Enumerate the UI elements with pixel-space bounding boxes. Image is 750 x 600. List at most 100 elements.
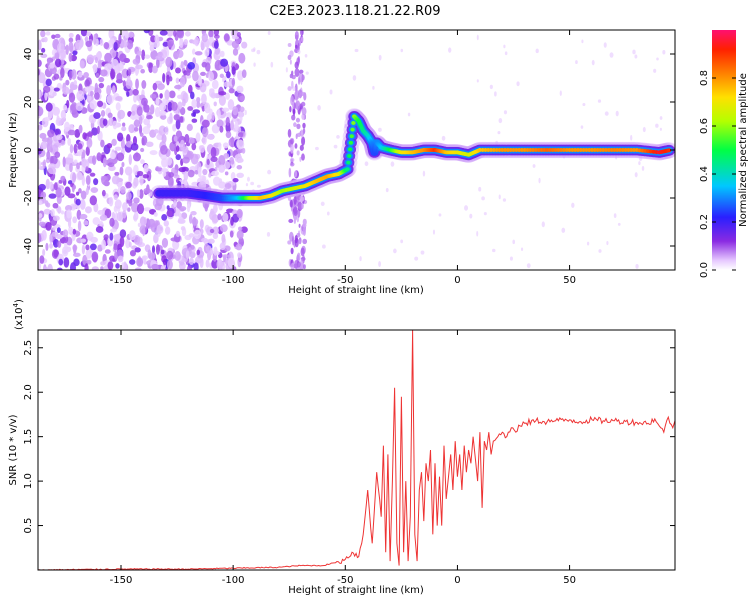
noise-blob bbox=[133, 177, 139, 187]
noise-blob bbox=[438, 213, 442, 217]
noise-blob bbox=[77, 71, 83, 78]
noise-blob bbox=[615, 155, 618, 160]
noise-blob bbox=[532, 164, 536, 168]
noise-blob bbox=[221, 233, 226, 244]
noise-blob bbox=[503, 44, 506, 49]
noise-blob bbox=[231, 159, 235, 165]
noise-blob bbox=[235, 38, 242, 44]
noise-blob bbox=[304, 53, 308, 58]
snr-x-label: Height of straight line (km) bbox=[288, 585, 424, 596]
spectrogram-panel: -150 -100 -50 0 50 -40 -20 0 20 40 Height of str… bbox=[8, 29, 676, 296]
noise-blob bbox=[93, 112, 101, 120]
noise-blob bbox=[199, 82, 207, 93]
noise-blob bbox=[289, 105, 292, 113]
noise-blob bbox=[253, 47, 256, 52]
noise-blob bbox=[94, 92, 100, 100]
noise-blob bbox=[143, 164, 149, 173]
noise-blob bbox=[114, 251, 118, 261]
noise-blob bbox=[492, 248, 496, 253]
noise-blob bbox=[300, 202, 304, 210]
noise-blob bbox=[161, 237, 169, 248]
noise-blob bbox=[175, 118, 181, 130]
noise-blob bbox=[562, 154, 566, 159]
noise-blob bbox=[85, 40, 93, 48]
noise-blob bbox=[211, 214, 219, 224]
noise-blob bbox=[186, 203, 191, 213]
noise-blob bbox=[74, 129, 81, 138]
noise-blob bbox=[41, 47, 46, 53]
noise-blob bbox=[245, 182, 249, 187]
noise-blob bbox=[38, 142, 41, 148]
noise-blob bbox=[53, 73, 60, 80]
noise-blob bbox=[93, 178, 99, 186]
noise-blob bbox=[155, 167, 163, 172]
noise-blob bbox=[221, 254, 229, 259]
noise-blob bbox=[49, 234, 53, 244]
noise-blob bbox=[200, 71, 206, 77]
noise-blob bbox=[160, 249, 165, 255]
noise-blob bbox=[38, 233, 42, 244]
colorbar-ticks: 0.0 0.2 0.4 0.6 0.8 bbox=[699, 70, 736, 278]
noise-blob bbox=[114, 199, 122, 210]
noise-blob bbox=[498, 118, 503, 124]
noise-blob bbox=[101, 189, 106, 197]
noise-blob bbox=[224, 171, 229, 176]
noise-blob bbox=[293, 263, 298, 269]
noise-blob bbox=[125, 181, 132, 189]
noise-blob bbox=[293, 122, 297, 128]
noise-blob bbox=[359, 256, 362, 262]
noise-blob bbox=[296, 123, 301, 130]
noise-blob bbox=[49, 181, 54, 190]
noise-blob bbox=[113, 243, 118, 251]
noise-blob bbox=[72, 184, 77, 190]
noise-blob bbox=[40, 30, 46, 38]
noise-blob bbox=[121, 126, 127, 132]
noise-blob bbox=[97, 209, 106, 215]
noise-blob bbox=[224, 182, 232, 189]
noise-blob bbox=[183, 59, 188, 67]
noise-blob bbox=[128, 124, 135, 134]
noise-blob bbox=[165, 56, 173, 68]
noise-blob bbox=[483, 211, 487, 216]
noise-blob bbox=[132, 58, 141, 65]
ridge-point bbox=[175, 191, 180, 196]
noise-blob bbox=[46, 150, 51, 160]
x-tick-label: -150 bbox=[110, 575, 133, 586]
noise-blob bbox=[99, 38, 104, 46]
noise-blob bbox=[134, 267, 142, 270]
noise-blob bbox=[188, 214, 193, 224]
noise-blob bbox=[67, 129, 76, 136]
noise-blob bbox=[134, 126, 139, 132]
noise-blob bbox=[100, 261, 106, 266]
noise-blob bbox=[63, 257, 70, 268]
noise-blob bbox=[112, 85, 116, 95]
noise-blob bbox=[250, 181, 255, 186]
noise-blob bbox=[155, 244, 160, 255]
noise-blob bbox=[236, 31, 241, 38]
noise-blob bbox=[69, 162, 73, 173]
noise-blob bbox=[75, 198, 81, 206]
noise-blob bbox=[89, 172, 96, 177]
noise-blob bbox=[64, 204, 73, 212]
noise-blob bbox=[87, 54, 95, 64]
noise-blob bbox=[294, 234, 298, 244]
noise-blob bbox=[173, 135, 178, 142]
noise-blob bbox=[141, 255, 149, 260]
noise-blob bbox=[293, 207, 298, 217]
noise-blob bbox=[295, 100, 301, 111]
noise-blob bbox=[66, 99, 70, 109]
noise-blob bbox=[44, 91, 48, 101]
noise-blob bbox=[101, 239, 106, 250]
noise-blob bbox=[205, 72, 209, 79]
noise-blob bbox=[166, 250, 174, 260]
noise-blob bbox=[159, 30, 168, 36]
noise-blob bbox=[659, 116, 663, 120]
noise-blob bbox=[219, 125, 224, 133]
noise-blob bbox=[83, 220, 89, 226]
noise-blob bbox=[222, 142, 229, 149]
noise-blob bbox=[223, 81, 231, 88]
noise-blob bbox=[42, 248, 46, 257]
noise-blob bbox=[96, 152, 102, 162]
noise-blob bbox=[102, 118, 108, 127]
noise-blob bbox=[526, 263, 531, 269]
